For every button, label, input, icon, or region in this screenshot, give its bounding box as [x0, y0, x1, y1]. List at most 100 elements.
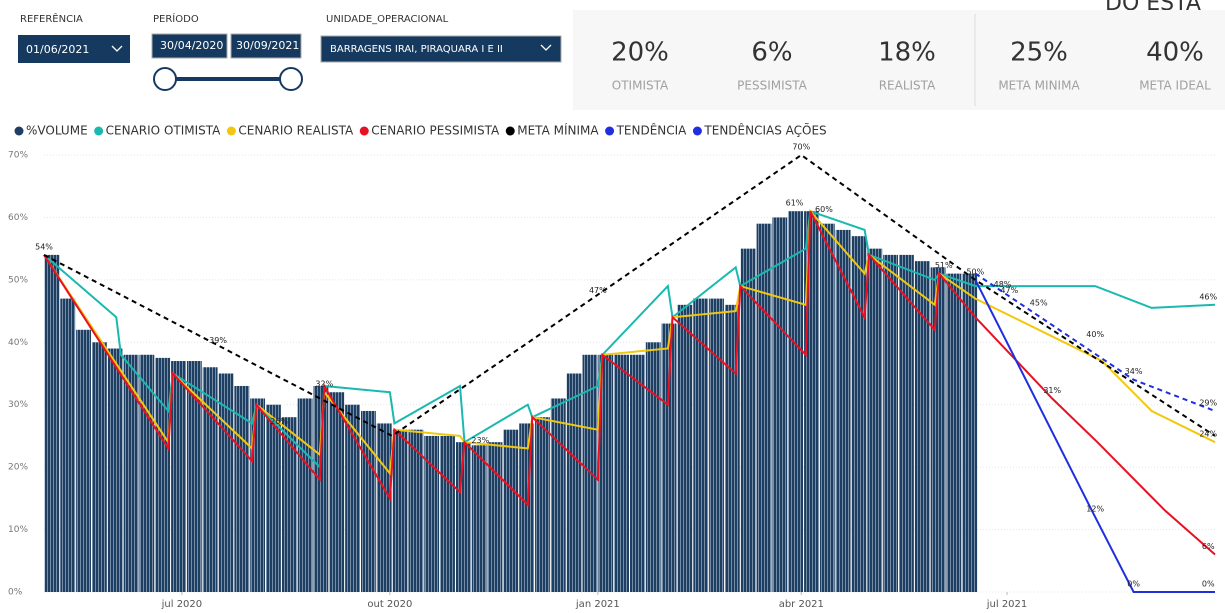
kpi-label: OTIMISTA [612, 79, 669, 93]
legend-marker [605, 126, 615, 136]
filter-label: REFERÊNCIA [20, 12, 83, 25]
bar [202, 367, 218, 592]
bar [535, 417, 550, 592]
legend-label: TENDÊNCIA [616, 123, 688, 138]
x-tick-label: jul 2021 [986, 599, 1028, 610]
dropdown-value: BARRAGENS IRAI, PIRAQUARA I E II [330, 44, 503, 55]
bar [408, 429, 424, 592]
bar [392, 429, 408, 592]
bar [360, 410, 376, 592]
bar [550, 398, 566, 592]
legend-label: CENARIO OTIMISTA [106, 124, 222, 138]
bar [867, 248, 883, 592]
filter-label: PERÍODO [153, 12, 199, 25]
kpi-label: META IDEAL [1139, 79, 1211, 93]
legend-marker [14, 126, 24, 136]
dropdown[interactable] [320, 35, 562, 63]
bar [883, 254, 899, 592]
data-label: 50% [966, 267, 984, 276]
filter-label: UNIDADE_OPERACIONAL [326, 14, 449, 25]
date-start: 30/04/2020 [160, 39, 223, 52]
series-line [43, 209, 1216, 470]
bar [598, 354, 614, 592]
bar [297, 398, 313, 592]
bar [914, 261, 930, 592]
chart: 0% 10% 20% 30% 40% 50% 60% 70% jul 2020 out 2020 j… [8, 123, 1218, 611]
bar [740, 248, 756, 592]
kpi-group: 20% OTIMISTA 6% PESSIMISTA 18% REALISTA 25% MET… [611, 38, 1211, 93]
legend-marker [692, 126, 702, 136]
bar [851, 236, 867, 592]
bar [234, 385, 250, 592]
bar [250, 398, 266, 592]
legend-marker [359, 126, 369, 136]
data-label: 31% [1043, 386, 1061, 395]
y-tick-label: 20% [8, 463, 28, 473]
chevron [111, 45, 123, 52]
x-tick-label: abr 2021 [779, 599, 824, 610]
date-input[interactable] [151, 33, 228, 59]
legend-label: TENDÊNCIAS AÇÕES [703, 123, 826, 138]
kpi-label: PESSIMISTA [737, 79, 808, 93]
series-line [43, 210, 1216, 556]
dropdown-value: 01/06/2021 [26, 43, 89, 56]
y-tick-label: 30% [8, 400, 28, 410]
data-label: 46% [1199, 292, 1217, 301]
y-tick-label: 40% [8, 338, 28, 348]
bar [91, 342, 107, 592]
y-tick-label: 70% [8, 151, 28, 161]
data-label: 29% [1199, 398, 1217, 407]
data-label: 39% [209, 336, 227, 345]
dropdown[interactable] [18, 35, 130, 63]
data-label: 70% [792, 143, 810, 152]
bar [76, 329, 91, 592]
y-tick-label: 10% [8, 525, 28, 535]
x-tick-label: out 2020 [367, 599, 412, 610]
bar [455, 442, 471, 592]
data-label: 60% [815, 205, 833, 214]
bar [107, 348, 123, 592]
bar [677, 304, 693, 592]
y-tick-label: 0% [8, 588, 23, 598]
bar [772, 217, 788, 592]
kpi-value: 40% [1146, 38, 1204, 68]
bar [313, 385, 329, 592]
legend-label: CENARIO REALISTA [238, 124, 354, 138]
bar [471, 445, 487, 592]
legend-marker [226, 126, 236, 136]
bar [376, 423, 392, 592]
bar [503, 429, 519, 592]
data-label: 12% [1086, 505, 1104, 514]
bar [329, 392, 345, 592]
y-tick-label: 50% [8, 275, 28, 285]
date-input[interactable] [230, 33, 302, 59]
data-label: 45% [1030, 299, 1048, 308]
bar [962, 273, 978, 592]
data-label: 23% [471, 436, 489, 445]
data-label: 48% [994, 280, 1012, 289]
bar [756, 223, 772, 592]
kpi-label: REALISTA [879, 79, 936, 93]
series-line [974, 272, 1216, 412]
slider-handle[interactable] [153, 67, 177, 91]
slider-handle[interactable] [279, 67, 303, 91]
bar [281, 417, 297, 592]
bar [60, 298, 76, 592]
bar [155, 357, 171, 592]
data-label: 6% [1202, 542, 1215, 551]
bar [693, 298, 709, 592]
bar [645, 342, 661, 592]
bar [899, 254, 914, 592]
series-line [974, 279, 1215, 593]
bar [804, 211, 819, 592]
bar [345, 404, 360, 592]
bar [487, 442, 503, 592]
data-label: 32% [315, 380, 333, 389]
kpi-panel [573, 10, 1225, 110]
bar [930, 267, 946, 592]
bar [709, 298, 724, 592]
data-label: 26% [270, 417, 288, 426]
data-label: 54% [35, 242, 53, 251]
